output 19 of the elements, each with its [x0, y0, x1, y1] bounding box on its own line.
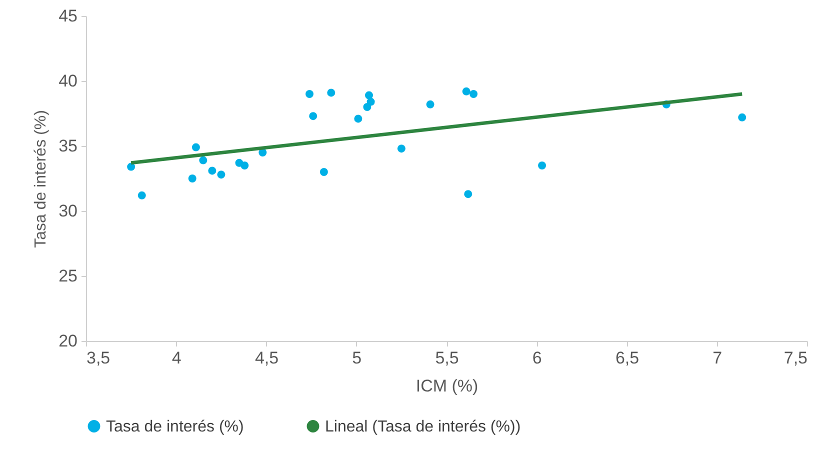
x-tick-label: 3,5: [86, 348, 110, 368]
x-tick-label: 6: [532, 348, 542, 368]
x-tick-label: 5,5: [435, 348, 459, 368]
x-axis-title: ICM (%): [416, 376, 478, 396]
y-tick-label: 40: [58, 72, 78, 90]
x-tick-label: 7: [712, 348, 722, 368]
x-tick-label: 6,5: [615, 348, 640, 368]
y-tick-label: 20: [58, 332, 78, 350]
legend-label: Tasa de interés (%): [106, 418, 244, 436]
y-axis-title: Tasa de interés (%): [32, 110, 50, 248]
x-tick-label: 4: [172, 348, 182, 368]
y-tick-label: 45: [58, 6, 78, 26]
y-tick-label: 25: [58, 266, 78, 286]
y-tick-label: 35: [58, 136, 78, 156]
legend-label: Lineal (Tasa de interés (%)): [325, 418, 521, 436]
x-tick-label: 5: [352, 348, 362, 368]
x-tick-label: 4,5: [254, 348, 279, 368]
x-tick-label: 7,5: [784, 348, 808, 368]
y-tick-label: 30: [58, 202, 78, 220]
